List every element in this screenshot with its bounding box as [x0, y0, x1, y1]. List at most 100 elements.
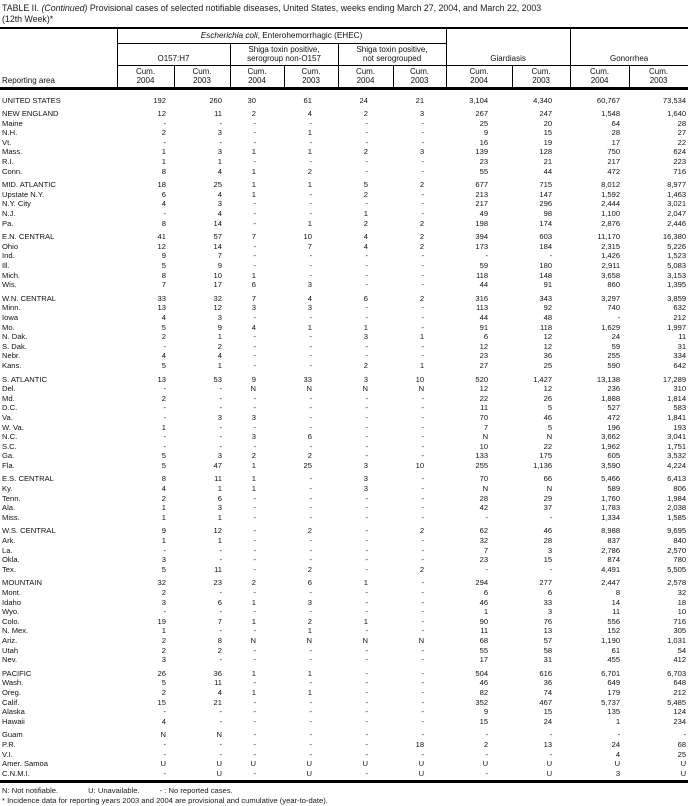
row-area-label: S.C. — [2, 441, 17, 451]
cell-gonorrhea-cum-2004: 874 — [607, 555, 621, 565]
cum-year: 2003 — [302, 75, 320, 85]
cell-not-serogrouped-cum-2003: 2 — [419, 564, 425, 574]
cell-giardiasis-cum-2004: 68 — [479, 635, 489, 645]
row-area-label: Mo. — [2, 322, 15, 332]
cell-serogroup-non-o157-cum-2003: - — [309, 393, 312, 403]
cell-o157-cum-2003: 53 — [213, 374, 222, 384]
cell-o157-cum-2004: 12 — [157, 109, 166, 119]
col-group-serogroup-non-o157: Shiga toxin positive, serogroup non-O157 — [229, 42, 339, 66]
cell-serogroup-non-o157-cum-2004: N — [250, 635, 256, 645]
table-row: Maine - - - - - - 25 20 64 28 — [0, 119, 688, 129]
row-area-label: Alaska — [2, 707, 25, 717]
table-row: Ill. 5 9- - - -59 180 2,911 5,083 — [0, 261, 688, 271]
table-row: Utah 2 2 - - - - 55 58 61 54 — [0, 646, 688, 656]
row-area-label: Idaho — [2, 597, 22, 607]
cell-serogroup-non-o157-cum-2004: - — [253, 545, 256, 555]
cell-serogroup-non-o157-cum-2004: - — [253, 526, 256, 536]
cell-o157-cum-2003: 57 — [213, 232, 222, 242]
cell-o157-cum-2003: 3 — [217, 312, 222, 322]
table-row: NEW ENGLAND 12 11 2 4 2 3 267 247 1,548 1,640 — [0, 105, 688, 119]
table-body: UNITED STATES 192 260 30 61 24 21 3,104 4,340 60,… — [0, 88, 688, 784]
legend-no-reported-cases: - : No reported cases. — [159, 786, 233, 796]
cell-serogroup-non-o157-cum-2003: - — [309, 493, 312, 503]
table-row: Pa. 8 14 - 1 2 2 198 174 2,876 2,446 — [0, 219, 688, 229]
cell-giardiasis-cum-2003: 76 — [543, 616, 553, 626]
cell-not-serogrouped-cum-2003: - — [421, 474, 425, 484]
cell-gonorrhea-cum-2004: 2,911 — [601, 261, 621, 270]
cell-gonorrhea-cum-2004: 455 — [607, 655, 621, 665]
cell-not-serogrouped-cum-2003: - — [421, 678, 425, 688]
row-area-label: Ga. — [2, 451, 15, 461]
cum-year: 2004 — [248, 75, 266, 85]
row-area-label: Va. — [2, 412, 13, 422]
cell-o157-cum-2004: 4 — [161, 716, 166, 726]
cell-gonorrhea-cum-2003: - — [683, 730, 687, 740]
row-area-label: MOUNTAIN — [2, 578, 42, 588]
cell-giardiasis-cum-2004: 213 — [475, 189, 489, 199]
cell-serogroup-non-o157-cum-2004: - — [253, 607, 256, 617]
cell-o157-cum-2004: 5 — [161, 360, 166, 370]
cell-serogroup-non-o157-cum-2003: - — [309, 512, 312, 522]
cell-giardiasis-cum-2003: N — [546, 484, 553, 494]
cell-serogroup-non-o157-cum-2003: - — [309, 678, 312, 688]
cell-o157-cum-2004: - — [163, 412, 166, 422]
cell-giardiasis-cum-2004: - — [485, 251, 489, 261]
row-area-label: N.H. — [2, 128, 18, 138]
cell-serogroup-non-o157-cum-2003: 1 — [307, 218, 312, 228]
cell-serogroup-non-o157-cum-2004: 1 — [251, 147, 256, 157]
cell-gonorrhea-cum-2004: 1,629 — [601, 322, 621, 332]
cell-giardiasis-cum-2004: 255 — [475, 460, 489, 470]
cell-o157-cum-2004: - — [163, 403, 166, 413]
cell-gonorrhea-cum-2004: 4,491 — [601, 564, 621, 574]
row-area-label: Tenn. — [2, 493, 21, 503]
cell-giardiasis-cum-2004: 55 — [479, 645, 489, 655]
cell-giardiasis-cum-2003: 15 — [543, 707, 553, 717]
row-area-label: Pa. — [2, 218, 14, 228]
cell-not-serogrouped-cum-2003: - — [421, 655, 425, 665]
col-header-notsero-cum-2004: Cum. 2004 — [337, 64, 394, 90]
table-row: Tex. 5 11 - 2 - 2 - - 4,491 5,505 — [0, 565, 688, 575]
cell-not-serogrouped-cum-2003: - — [421, 157, 425, 167]
cell-giardiasis-cum-2004: N — [482, 484, 489, 494]
col-header-giardiasis-cum-2004: Cum. 2004 — [445, 64, 513, 90]
table-row: Calif. 15 21 - - - - 352 467 5,737 5,485 — [0, 698, 688, 708]
row-area-label: Wyo. — [2, 607, 20, 617]
cell-giardiasis-cum-2004: - — [485, 749, 489, 759]
cell-gonorrhea-cum-2003: 212 — [673, 312, 687, 322]
cell-not-serogrouped-cum-2003: 18 — [415, 739, 425, 749]
cell-giardiasis-cum-2003: 15 — [543, 128, 553, 138]
cell-gonorrhea-cum-2004: 556 — [607, 616, 621, 626]
row-area-label: Upstate N.Y. — [2, 189, 45, 199]
cell-o157-cum-2004: 5 — [161, 451, 166, 461]
cell-gonorrhea-cum-2003: 5,226 — [667, 241, 687, 251]
cell-gonorrhea-cum-2004: 472 — [607, 412, 621, 422]
legend-not-notifiable: N: Not notifiable. — [2, 786, 59, 796]
cell-gonorrhea-cum-2004: 4 — [615, 749, 621, 759]
cum-label: Cum. — [649, 66, 669, 76]
cell-gonorrhea-cum-2003: 31 — [677, 341, 687, 351]
cell-not-serogrouped-cum-2003: - — [421, 441, 425, 451]
table-title: TABLE II. (Continued) Provisional cases … — [0, 0, 688, 27]
table-row: Okla. 3 - - - - - 23 15 874 780 — [0, 555, 688, 565]
cell-gonorrhea-cum-2003: 68 — [677, 739, 687, 749]
cell-serogroup-non-o157-cum-2003: 3 — [307, 303, 312, 313]
row-area-label: P.R. — [2, 739, 16, 749]
cell-not-serogrouped-cum-2004: - — [365, 199, 368, 209]
cell-o157-cum-2003: - — [219, 118, 222, 128]
cell-o157-cum-2003: 4 — [217, 351, 222, 361]
cell-not-serogrouped-cum-2004: - — [365, 645, 368, 655]
cell-gonorrhea-cum-2004: 1,100 — [601, 209, 621, 219]
cell-giardiasis-cum-2003: 31 — [543, 655, 553, 665]
cell-gonorrhea-cum-2003: 583 — [673, 403, 687, 413]
row-area-label: Mont. — [2, 588, 21, 597]
table-row: PACIFIC 26 36 1 1 - - 504 616 6,701 6,703 — [0, 665, 688, 679]
cell-o157-cum-2003: 3 — [217, 128, 222, 138]
cell-not-serogrouped-cum-2004: 4 — [363, 241, 368, 251]
footnotes: N: Not notifiable. U: Unavailable. - : No … — [0, 783, 688, 806]
cell-serogroup-non-o157-cum-2004: 9 — [251, 374, 256, 384]
cell-gonorrhea-cum-2004: 61 — [611, 645, 621, 655]
table-row: Wyo. - - - - - - 1 3 11 10 — [0, 607, 688, 617]
cell-giardiasis-cum-2003: U — [512, 768, 571, 784]
cell-o157-cum-2004: 2 — [161, 588, 166, 597]
cell-gonorrhea-cum-2003: 2,446 — [667, 218, 687, 228]
